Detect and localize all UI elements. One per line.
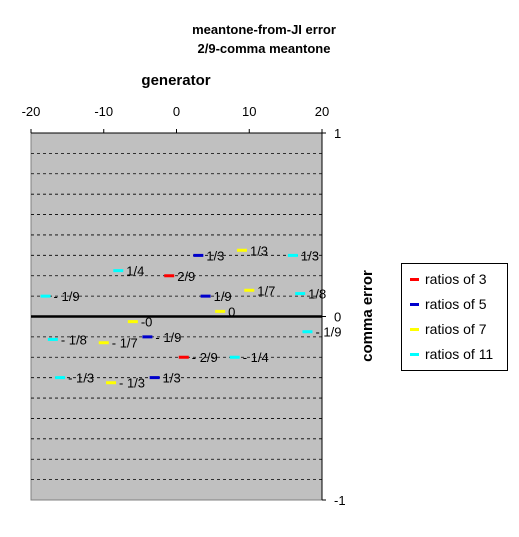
y-axis-label: comma error	[359, 270, 376, 362]
data-point	[229, 355, 240, 359]
data-label: 1/8	[308, 287, 326, 302]
data-label: - 1/7	[112, 336, 138, 351]
data-point	[215, 309, 226, 313]
data-label: 1/4	[126, 264, 144, 279]
data-label: 1/7	[257, 283, 275, 298]
legend-item: ratios of 7	[410, 318, 486, 340]
data-point	[244, 288, 255, 292]
data-label: - 1/4	[243, 350, 269, 365]
data-point	[55, 376, 66, 380]
legend-label: ratios of 3	[425, 271, 487, 287]
legend-label: ratios of 7	[425, 321, 487, 337]
x-tick-label: -10	[94, 104, 113, 119]
data-label: - 2/9	[192, 350, 218, 365]
data-label: 2/9	[177, 269, 195, 284]
chart-title: meantone-from-JI error	[192, 22, 336, 37]
chart-subtitle: 2/9-comma meantone	[198, 41, 331, 56]
data-point	[193, 253, 204, 257]
data-point	[142, 335, 153, 339]
data-point	[164, 274, 175, 278]
legend-label: ratios of 11	[425, 346, 494, 362]
data-label: 1/3	[206, 248, 224, 263]
data-point	[302, 330, 313, 334]
x-tick-label: 20	[315, 104, 329, 119]
y-tick-label: -1	[334, 493, 346, 508]
data-point	[40, 294, 51, 298]
legend-item: ratios of 11	[410, 343, 493, 365]
data-label: - 1/9	[54, 289, 80, 304]
data-point	[236, 248, 247, 252]
legend-item: ratios of 5	[410, 293, 486, 315]
data-point	[113, 269, 124, 273]
data-label: - 1/3	[68, 371, 94, 386]
legend-label: ratios of 5	[425, 296, 487, 312]
y-tick-label: 0	[334, 310, 341, 325]
data-point	[287, 253, 298, 257]
data-label: - 1/3	[119, 376, 145, 391]
legend-swatch	[410, 327, 419, 331]
x-tick-label: -20	[22, 104, 41, 119]
data-point	[127, 320, 138, 324]
data-label: 1/9	[214, 289, 232, 304]
data-label: - 1/9	[315, 325, 341, 340]
data-label: 0	[228, 304, 235, 319]
legend-item: ratios of 3	[410, 268, 486, 290]
legend-swatch	[410, 352, 419, 356]
legend-swatch	[410, 277, 419, 281]
data-point	[98, 341, 109, 345]
data-label: - 1/8	[61, 332, 87, 347]
data-label: -0	[141, 315, 153, 330]
data-point	[295, 292, 306, 296]
x-axis-label: generator	[141, 72, 210, 89]
data-point	[47, 337, 58, 341]
data-point	[149, 376, 160, 380]
data-label: 1/3	[250, 243, 268, 258]
legend-swatch	[410, 302, 419, 306]
data-label: 1/3	[301, 248, 319, 263]
x-tick-label: 0	[173, 104, 180, 119]
data-point	[200, 294, 211, 298]
data-label: - 1/9	[155, 330, 181, 345]
data-point	[106, 381, 117, 385]
x-tick-label: 10	[242, 104, 256, 119]
legend: ratios of 3 ratios of 5 ratios of 7 ratios …	[401, 263, 508, 371]
y-tick-label: 1	[334, 126, 341, 141]
data-label: 1/3	[163, 371, 181, 386]
data-point	[178, 355, 189, 359]
